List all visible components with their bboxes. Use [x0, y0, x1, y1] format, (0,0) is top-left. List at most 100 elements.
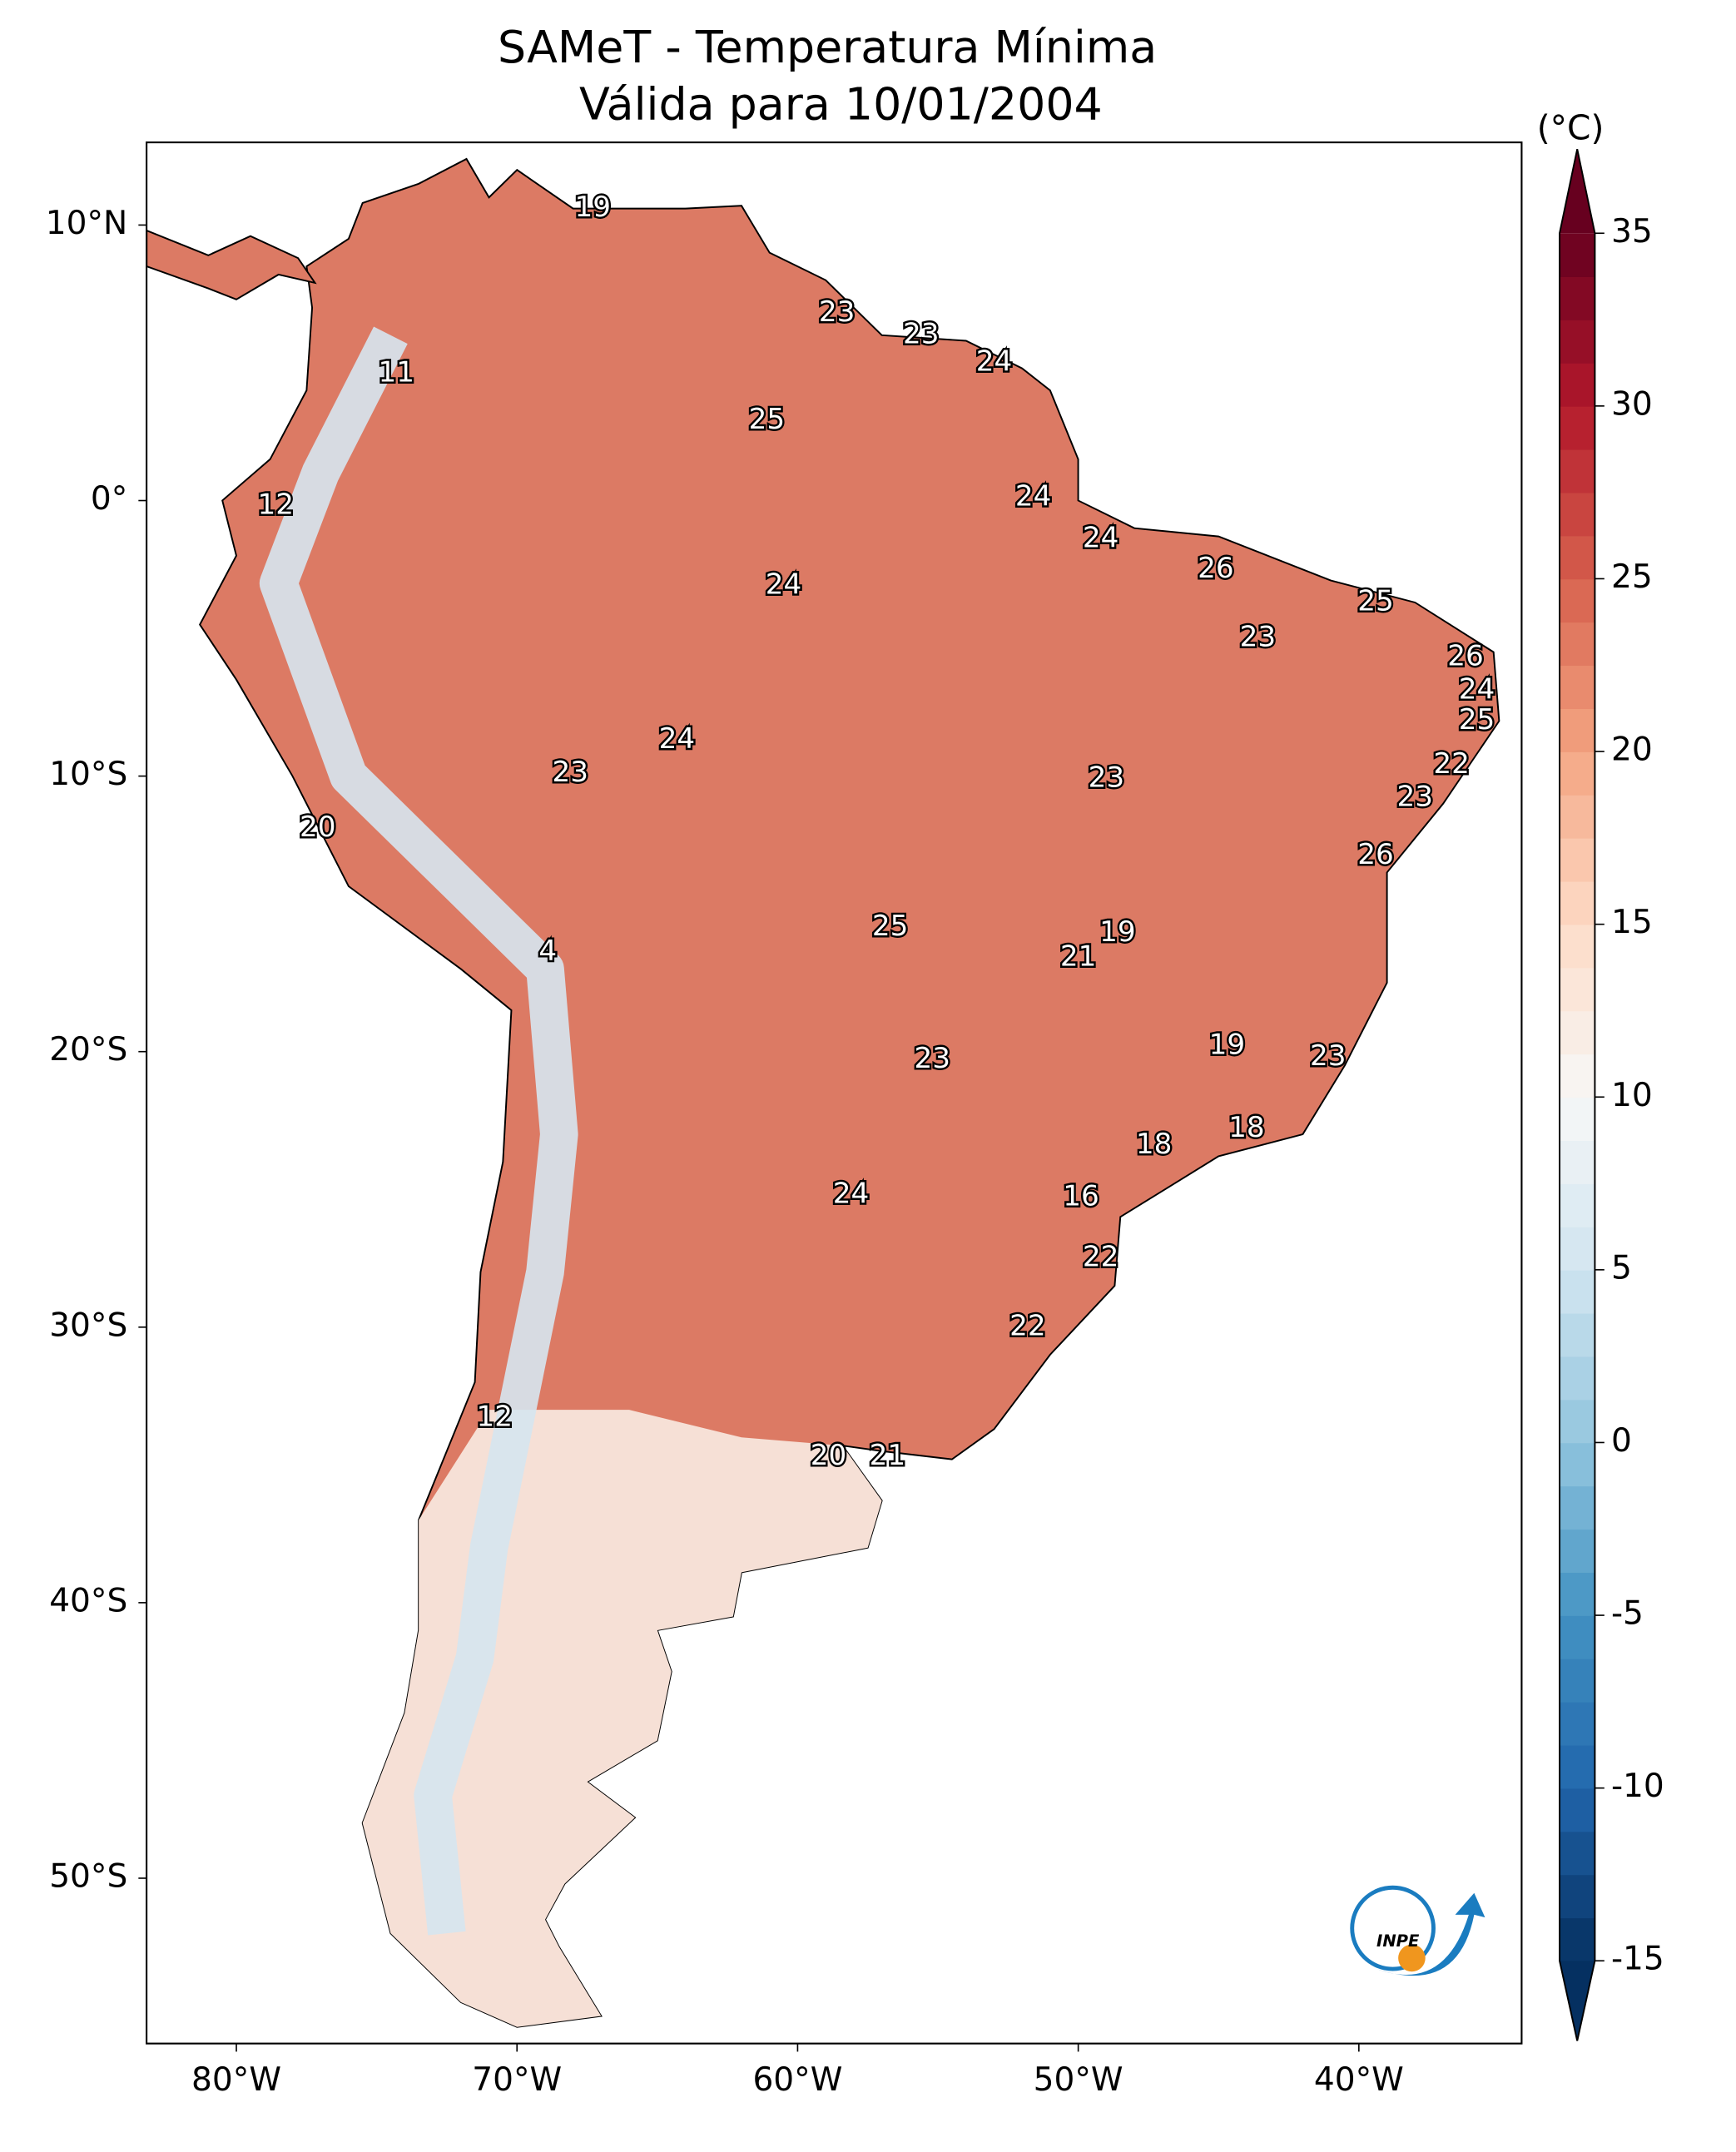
- station-value: 24: [659, 722, 696, 756]
- colorbar-tick-label: 0: [1611, 1422, 1632, 1460]
- y-tick-label: 0°: [91, 480, 127, 518]
- colorbar-tick-label: 30: [1611, 385, 1653, 423]
- station-value: 24: [976, 345, 1013, 378]
- station-value: 12: [257, 488, 294, 522]
- colorbar-tick-label: -10: [1611, 1768, 1664, 1805]
- colorbar-tick-label: 5: [1611, 1249, 1632, 1287]
- station-value: 25: [1459, 703, 1495, 736]
- colorbar-step: [1560, 1788, 1595, 1832]
- colorbar-step: [1560, 1097, 1595, 1141]
- station-value: 4: [538, 935, 557, 968]
- colorbar-tick-label: -15: [1611, 1941, 1664, 1978]
- colorbar-step: [1560, 1658, 1595, 1703]
- station-value: 19: [1099, 915, 1136, 949]
- colorbar-step: [1560, 1917, 1595, 1962]
- station-value: 26: [1198, 552, 1234, 585]
- station-value: 18: [1136, 1128, 1173, 1161]
- colorbar-step: [1560, 492, 1595, 537]
- station-value: 25: [1357, 585, 1394, 618]
- station-value: 24: [766, 568, 802, 602]
- colorbar-step: [1560, 1269, 1595, 1314]
- station-value: 23: [819, 295, 856, 329]
- chart-title: SAMeT - Temperatura Mínima: [498, 21, 1157, 73]
- y-tick-label: 50°S: [49, 1857, 127, 1895]
- station-value: 25: [749, 403, 786, 436]
- colorbar-tick-label: 35: [1611, 213, 1653, 250]
- colorbar-step: [1560, 1874, 1595, 1919]
- station-value: 21: [1060, 940, 1097, 974]
- station-value: 26: [1447, 640, 1484, 673]
- colorbar-step: [1560, 794, 1595, 839]
- map-layer: [146, 157, 1500, 2028]
- colorbar-step: [1560, 1054, 1595, 1098]
- colorbar-step: [1560, 276, 1595, 320]
- colorbar-step: [1560, 1312, 1595, 1357]
- station-value: 12: [476, 1401, 513, 1434]
- colorbar-step: [1560, 1701, 1595, 1746]
- station-value: 23: [903, 317, 940, 350]
- colorbar-step: [1560, 1010, 1595, 1055]
- station-value: 23: [1310, 1039, 1347, 1073]
- station-value: 24: [1459, 672, 1495, 706]
- station-value: 24: [833, 1177, 870, 1210]
- colorbar-step: [1560, 1399, 1595, 1444]
- colorbar-step: [1560, 1485, 1595, 1530]
- logo-dot: [1398, 1944, 1426, 1972]
- colorbar-step: [1560, 1356, 1595, 1401]
- colorbar-step: [1560, 1226, 1595, 1271]
- colorbar-extend-bottom: [1560, 1961, 1595, 2041]
- colorbar-step: [1560, 1140, 1595, 1184]
- colorbar-extend-top: [1560, 149, 1595, 234]
- station-value: 24: [1083, 521, 1119, 554]
- station-value: 23: [1397, 781, 1434, 814]
- colorbar-step: [1560, 967, 1595, 1012]
- station-value: 21: [870, 1439, 906, 1472]
- land: [146, 229, 317, 300]
- station-value: 18: [1228, 1111, 1265, 1144]
- colorbar-step: [1560, 837, 1595, 882]
- x-tick-label: 60°W: [752, 2061, 842, 2099]
- station-value: 16: [1063, 1180, 1099, 1213]
- y-tick-label: 40°S: [49, 1582, 127, 1619]
- colorbar-step: [1560, 1183, 1595, 1227]
- colorbar-step: [1560, 362, 1595, 407]
- colorbar-step: [1560, 320, 1595, 364]
- x-tick-label: 80°W: [191, 2061, 281, 2099]
- colorbar-step: [1560, 880, 1595, 925]
- station-value: 23: [1089, 761, 1125, 794]
- station-value: 11: [378, 356, 414, 389]
- colorbar-step: [1560, 1744, 1595, 1789]
- colorbar-step: [1560, 751, 1595, 796]
- colorbar-step: [1560, 622, 1595, 667]
- station-value: 23: [915, 1042, 951, 1075]
- x-tick-label: 50°W: [1034, 2061, 1123, 2099]
- colorbar-tick-label: 10: [1611, 1077, 1653, 1114]
- colorbar-step: [1560, 535, 1595, 580]
- colorbar-step: [1560, 1442, 1595, 1487]
- station-value: 23: [553, 756, 589, 789]
- station-value: 19: [575, 191, 612, 224]
- colorbar-step: [1560, 708, 1595, 752]
- colorbar-step: [1560, 1529, 1595, 1573]
- colorbar-step: [1560, 233, 1595, 277]
- colorbar-step: [1560, 1615, 1595, 1659]
- station-value: 22: [1083, 1241, 1119, 1274]
- y-tick-label: 10°N: [46, 205, 128, 242]
- map-frame: [146, 141, 1523, 2045]
- station-value: 19: [1209, 1029, 1246, 1062]
- logo-arrow: [1376, 1892, 1486, 1976]
- colorbar-step: [1560, 1831, 1595, 1876]
- y-tick-label: 30°S: [49, 1307, 127, 1344]
- colorbar-step: [1560, 578, 1595, 623]
- colorbar-step: [1560, 449, 1595, 493]
- station-value: 26: [1357, 838, 1394, 871]
- andes: [259, 326, 578, 1936]
- station-value: 20: [300, 811, 336, 844]
- colorbar-label: (°C): [1537, 107, 1605, 147]
- x-tick-label: 40°W: [1314, 2061, 1404, 2099]
- colorbar-step: [1560, 1572, 1595, 1616]
- logo: INPE: [1350, 1885, 1486, 1976]
- logo-text: INPE: [1376, 1931, 1420, 1951]
- colorbar-step: [1560, 405, 1595, 450]
